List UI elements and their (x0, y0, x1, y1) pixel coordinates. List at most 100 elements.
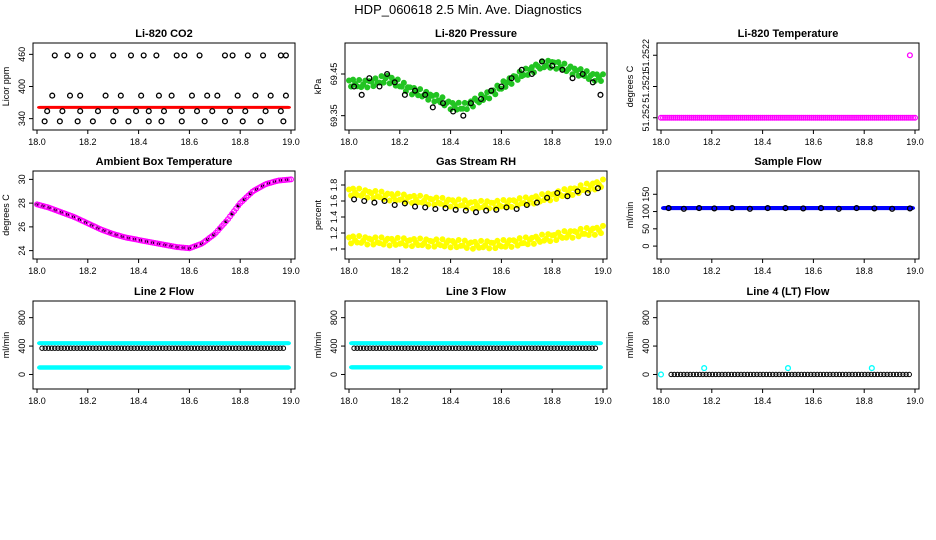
y-tick-label: 400 (329, 339, 339, 354)
data-point (680, 205, 687, 212)
data-point (533, 199, 541, 206)
data-point (478, 237, 485, 244)
data-point (690, 371, 697, 378)
data-point (417, 86, 424, 93)
panel-co2: Li-820 CO2 Licor ppm 18.0 18.2 18.4 18.6 18.8 1… (1, 28, 300, 147)
series-rh_black (351, 185, 601, 216)
data-point (55, 345, 61, 351)
data-point (852, 371, 859, 378)
x-tick-label: 19.0 (282, 266, 300, 276)
data-point (514, 76, 521, 83)
data-point (373, 345, 380, 351)
data-point (700, 371, 706, 378)
data-point (573, 345, 580, 351)
data-point (196, 52, 203, 59)
data-point (461, 197, 468, 204)
data-point (153, 52, 160, 59)
data-point (49, 92, 56, 99)
data-point (59, 108, 66, 115)
series-line2_low (37, 365, 291, 370)
y-axis-label: Licor ppm (1, 67, 11, 107)
data-point (150, 345, 156, 351)
data-point (220, 345, 226, 351)
data-point (820, 114, 827, 121)
data-point (398, 240, 405, 247)
data-point (513, 345, 519, 351)
data-point (761, 114, 768, 121)
data-point (668, 371, 674, 378)
data-point (881, 371, 887, 378)
data-point (194, 345, 201, 351)
data-point (541, 345, 548, 351)
data-point (885, 114, 892, 121)
data-point (356, 185, 363, 192)
x-tick-label: 18.6 (493, 396, 511, 406)
data-point (41, 118, 48, 125)
x-tick-label: 18.2 (79, 396, 97, 406)
data-point (816, 114, 823, 121)
data-point (99, 345, 106, 351)
data-point (462, 207, 469, 214)
data-point (583, 224, 590, 231)
data-point (561, 60, 568, 67)
y-tick-label: 400 (17, 339, 27, 354)
data-point (664, 114, 671, 121)
data-point (725, 114, 732, 121)
y-tick-label: 1.8 (329, 179, 339, 192)
data-point (519, 345, 526, 351)
data-point (465, 345, 472, 351)
data-point (117, 92, 124, 99)
data-point (77, 345, 83, 351)
data-point (751, 371, 757, 378)
data-point (561, 186, 568, 193)
x-tick-label: 19.0 (906, 266, 924, 276)
data-point (776, 371, 782, 378)
data-point (665, 205, 672, 212)
data-point (903, 371, 909, 378)
data-point (728, 371, 735, 378)
data-point (712, 371, 719, 378)
data-point (483, 207, 490, 214)
data-point (524, 241, 531, 248)
data-point (121, 345, 128, 351)
series-co2_low1 (44, 108, 284, 115)
data-point (127, 52, 135, 59)
data-point (518, 66, 525, 73)
data-point (693, 371, 700, 378)
x-tick-label: 18.6 (493, 137, 511, 147)
data-point (597, 91, 604, 98)
data-point (547, 238, 554, 245)
data-point (549, 62, 556, 69)
data-point (452, 345, 459, 351)
series-co2_avg (37, 105, 291, 109)
data-point (591, 231, 598, 238)
data-point (657, 371, 665, 378)
y-tick-label: 1 (329, 246, 339, 251)
data-point (478, 197, 485, 204)
x-tick-label: 18.0 (340, 266, 358, 276)
series-rh_lower_yellow (346, 222, 606, 252)
data-point (439, 236, 446, 243)
data-point (160, 108, 168, 115)
x-tick-label: 19.0 (282, 396, 300, 406)
data-point (400, 235, 407, 242)
data-point (861, 114, 868, 121)
data-point (532, 345, 538, 351)
y-tick-label: 0 (641, 372, 651, 377)
data-point (277, 52, 284, 59)
data-point (354, 345, 360, 351)
data-point (884, 371, 890, 378)
data-point (755, 114, 762, 121)
data-point (456, 345, 462, 351)
data-point (178, 118, 185, 125)
data-point (849, 371, 855, 378)
data-point (729, 205, 736, 212)
data-point (391, 201, 398, 209)
data-point (468, 345, 475, 351)
data-point (739, 114, 746, 121)
data-point (553, 237, 560, 244)
data-point (61, 345, 68, 351)
data-point (554, 345, 560, 351)
data-point (719, 371, 725, 378)
data-point (245, 345, 252, 351)
